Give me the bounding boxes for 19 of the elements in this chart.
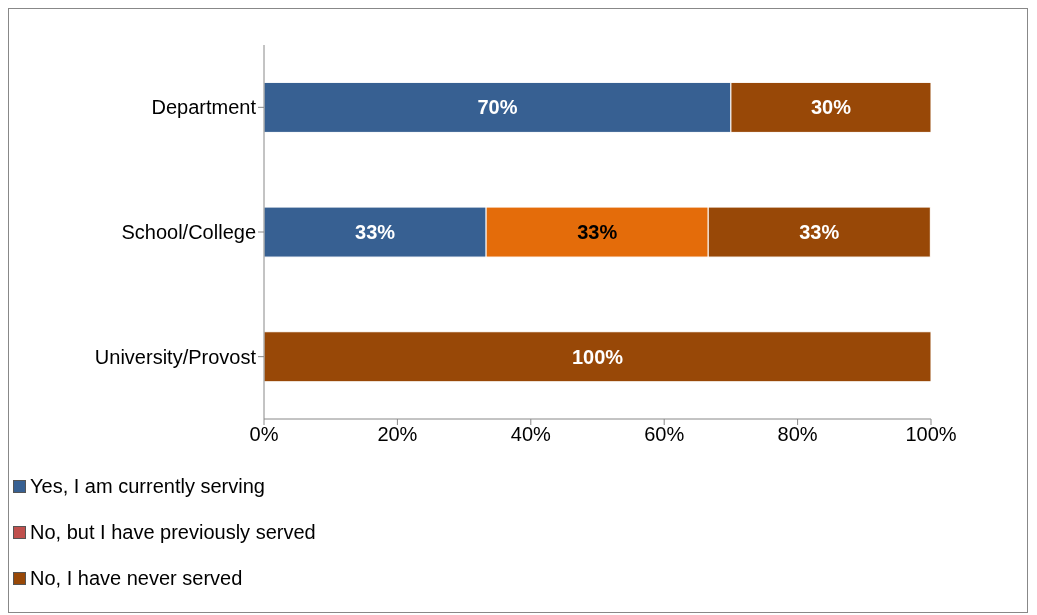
data-label: 33%: [577, 221, 618, 244]
data-label: 33%: [355, 221, 396, 244]
legend-label: Yes, I am currently serving: [30, 474, 265, 498]
data-label: 33%: [799, 221, 840, 244]
data-label: 70%: [477, 96, 518, 119]
x-tick-label: 60%: [644, 423, 685, 446]
legend-label: No, but I have previously served: [30, 520, 316, 544]
data-label: 100%: [571, 345, 624, 368]
x-tick-label: 40%: [510, 423, 552, 446]
x-tick-label: 100%: [905, 423, 957, 446]
data-label: 30%: [810, 96, 852, 119]
y-tick-label: School/College: [121, 221, 256, 244]
x-tick-label: 0%: [249, 423, 279, 446]
x-tick-label: 20%: [377, 423, 418, 446]
bar: [264, 331, 931, 383]
y-tick-label: Department: [151, 96, 257, 119]
y-tick-label: University/Provost: [94, 345, 257, 368]
x-tick-label: 80%: [777, 423, 818, 446]
legend-label: No, I have never served: [30, 566, 243, 590]
